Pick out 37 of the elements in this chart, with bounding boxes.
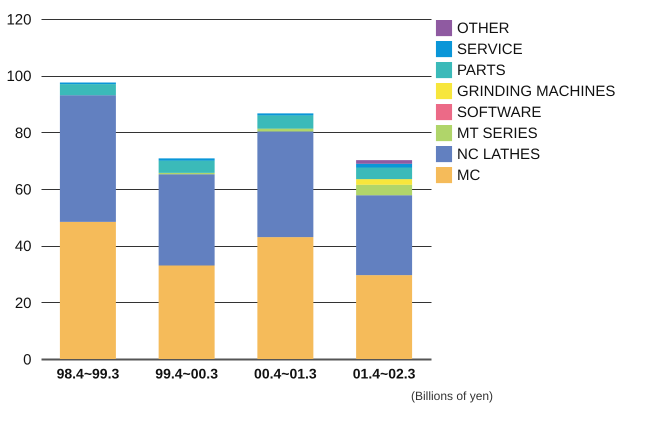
legend-label: GRINDING MACHINES: [457, 83, 616, 100]
legend-label: OTHER: [457, 20, 510, 37]
x-tick-label: 00.4~01.3: [254, 366, 317, 382]
x-tick-label: 98.4~99.3: [56, 366, 120, 382]
y-tick-label: 40: [14, 238, 32, 256]
y-tick-label: 60: [14, 182, 32, 198]
bar: [257, 131, 314, 238]
legend-label: SOFTWARE: [457, 104, 542, 121]
bar: [158, 266, 215, 359]
bar: [60, 95, 116, 222]
bar: [356, 164, 412, 168]
y-tick-label: 20: [14, 294, 32, 312]
bar: [60, 222, 116, 359]
bar: [356, 195, 412, 276]
legend-label: PARTS: [457, 62, 506, 79]
bar: [158, 160, 215, 173]
y-tick-label: 100: [6, 68, 32, 86]
bar: [257, 237, 314, 359]
bar: [356, 184, 412, 196]
bar: [158, 174, 215, 266]
bar: [356, 167, 412, 180]
x-tick-label: 99.4~00.3: [155, 366, 218, 382]
legend-label: MT SERIES: [457, 125, 538, 142]
bar: [356, 275, 412, 359]
y-tick-label: 0: [23, 352, 32, 368]
x-tick-label: 01.4~02.3: [352, 366, 416, 382]
bar: [356, 160, 412, 164]
y-tick-label: 120: [6, 12, 32, 28]
legend-label: MC: [457, 167, 480, 184]
bar: [257, 115, 314, 129]
legend-label: NC LATHES: [457, 146, 540, 163]
bar: [60, 84, 116, 96]
y-tick-label: 80: [14, 124, 32, 142]
bar: [356, 179, 412, 185]
bar: [257, 128, 314, 132]
legend-label: SERVICE: [457, 41, 523, 58]
text: (Billions of yen): [411, 389, 494, 403]
